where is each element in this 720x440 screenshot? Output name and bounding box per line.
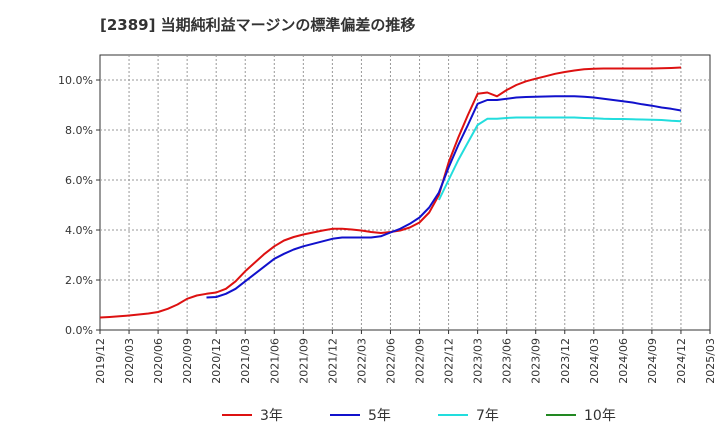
legend-label: 7年 — [476, 408, 499, 424]
legend: 3年 5年 7年 10年 — [222, 408, 616, 424]
x-tick-label: 2023/12 — [559, 338, 572, 384]
series-line — [438, 116, 682, 201]
x-axis-ticks: 2019/12 2020/03 2020/06 2020/09 2020/12 2021/… — [94, 330, 717, 384]
x-tick-label: 2024/06 — [617, 338, 630, 384]
legend-label: 5年 — [368, 408, 391, 424]
series-lines — [99, 66, 682, 319]
series-line — [206, 95, 682, 299]
x-tick-label: 2022/03 — [355, 338, 368, 384]
y-tick-label: 0.0% — [65, 324, 93, 337]
x-tick-label: 2023/06 — [501, 338, 514, 384]
x-tick-label: 2021/12 — [326, 338, 339, 384]
x-tick-label: 2023/03 — [472, 338, 485, 384]
grid-lines — [100, 55, 710, 330]
x-tick-label: 2024/12 — [675, 338, 688, 384]
legend-label: 3年 — [260, 408, 283, 424]
y-tick-label: 6.0% — [65, 174, 93, 187]
x-tick-label: 2022/06 — [384, 338, 397, 384]
x-tick-label: 2020/12 — [210, 338, 223, 384]
x-tick-label: 2019/12 — [94, 338, 107, 384]
x-tick-label: 2020/09 — [181, 338, 194, 384]
y-tick-label: 8.0% — [65, 124, 93, 137]
y-axis-ticks: 0.0% 2.0% 4.0% 6.0% 8.0% 10.0% — [58, 74, 100, 337]
x-tick-label: 2020/03 — [123, 338, 136, 384]
x-tick-label: 2025/03 — [704, 338, 717, 384]
y-tick-label: 4.0% — [65, 224, 93, 237]
x-tick-label: 2021/09 — [297, 338, 310, 384]
x-tick-label: 2021/03 — [239, 338, 252, 384]
x-tick-label: 2020/06 — [152, 338, 165, 384]
x-tick-label: 2021/06 — [268, 338, 281, 384]
legend-label: 10年 — [584, 408, 616, 424]
y-tick-label: 10.0% — [58, 74, 93, 87]
x-tick-label: 2024/09 — [646, 338, 659, 384]
chart-title: [2389] 当期純利益マージンの標準偏差の推移 — [100, 16, 415, 34]
x-tick-label: 2022/12 — [443, 338, 456, 384]
plot-area — [99, 54, 711, 331]
x-tick-label: 2023/09 — [530, 338, 543, 384]
y-tick-label: 2.0% — [65, 274, 93, 287]
x-tick-label: 2024/03 — [588, 338, 601, 384]
x-tick-label: 2022/09 — [414, 338, 427, 384]
